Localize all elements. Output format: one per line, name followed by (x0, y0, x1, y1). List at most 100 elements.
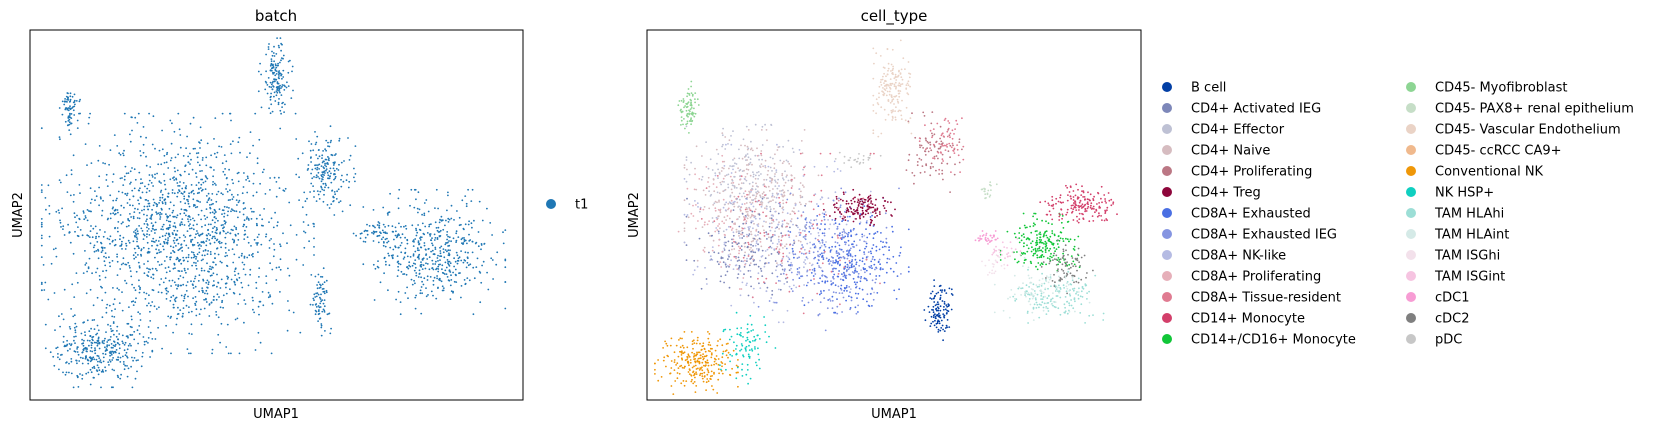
data-point (180, 221, 183, 224)
data-point (345, 179, 348, 182)
data-point (817, 314, 820, 316)
data-point (685, 109, 688, 112)
data-point (124, 341, 127, 344)
data-point (947, 150, 950, 153)
data-point (471, 226, 473, 229)
data-point (442, 248, 445, 251)
data-point (781, 174, 784, 177)
data-point (961, 148, 963, 151)
data-point (215, 156, 218, 159)
data-point (374, 226, 376, 229)
data-point (927, 142, 930, 144)
data-point (112, 199, 115, 202)
data-point (680, 119, 683, 122)
data-point (777, 238, 780, 241)
data-point (251, 296, 254, 299)
data-point (768, 300, 771, 302)
data-point (788, 252, 791, 254)
data-point (237, 171, 240, 174)
data-point (828, 298, 831, 300)
data-point (224, 222, 227, 225)
data-point (64, 98, 66, 100)
data-point (923, 171, 926, 173)
data-point (796, 268, 799, 270)
data-point (40, 234, 43, 237)
data-point (864, 247, 866, 250)
data-point (187, 218, 189, 221)
data-point (207, 250, 210, 252)
data-point (872, 244, 875, 246)
data-point (941, 158, 944, 161)
data-point (735, 264, 738, 267)
data-point (196, 206, 199, 208)
data-point (91, 319, 94, 321)
data-point (843, 274, 846, 277)
data-point (794, 204, 797, 207)
data-point (43, 289, 46, 291)
data-point (797, 239, 800, 242)
data-point (176, 182, 179, 184)
data-point (169, 256, 171, 259)
data-point (325, 165, 328, 168)
data-point (889, 267, 892, 270)
data-point (836, 262, 839, 265)
data-point (118, 152, 121, 155)
data-point (781, 220, 784, 223)
data-point (87, 267, 90, 270)
data-point (133, 231, 135, 233)
data-point (58, 315, 60, 318)
data-point (326, 162, 329, 164)
data-point (718, 192, 721, 195)
data-point (759, 196, 762, 199)
data-point (725, 201, 728, 204)
data-point (849, 307, 852, 309)
data-point (211, 193, 214, 195)
data-point (760, 154, 763, 157)
data-point (863, 263, 866, 265)
data-point (391, 230, 394, 233)
data-point (962, 145, 965, 148)
data-point (448, 236, 451, 239)
data-point (865, 278, 868, 281)
data-point (830, 283, 833, 286)
data-point (138, 325, 141, 327)
data-point (924, 124, 926, 127)
data-point (154, 338, 157, 340)
data-point (131, 204, 134, 207)
data-point (40, 218, 43, 220)
data-point (449, 298, 452, 300)
data-point (727, 254, 730, 257)
data-point (927, 150, 930, 153)
data-point (158, 236, 161, 239)
data-point (816, 292, 819, 295)
data-point (721, 160, 724, 163)
data-point (759, 259, 761, 262)
data-point (221, 112, 224, 115)
data-point (113, 209, 116, 212)
data-point (844, 210, 846, 213)
data-point (261, 291, 264, 293)
data-point (873, 258, 876, 261)
data-point (67, 116, 70, 119)
data-point (855, 263, 858, 266)
data-point (217, 333, 220, 336)
data-point (789, 264, 792, 266)
data-point (317, 164, 319, 167)
data-point (397, 290, 400, 293)
data-point (211, 348, 214, 351)
data-point (841, 234, 844, 236)
data-point (747, 215, 750, 217)
data-point (243, 263, 246, 266)
data-point (316, 135, 319, 138)
data-point (835, 267, 837, 270)
data-point (792, 244, 794, 247)
data-point (756, 154, 759, 157)
data-point (889, 78, 892, 80)
data-point (843, 272, 846, 275)
data-point (397, 262, 400, 265)
data-point (333, 196, 335, 199)
data-point (792, 250, 794, 253)
data-point (424, 225, 427, 228)
data-point (57, 356, 59, 359)
data-point (834, 206, 836, 209)
